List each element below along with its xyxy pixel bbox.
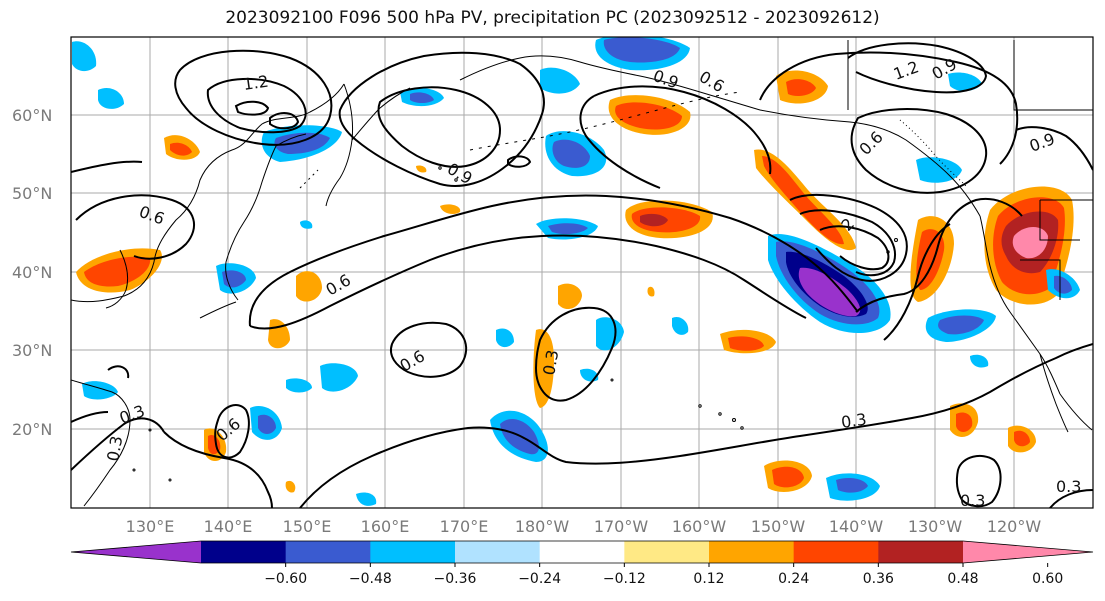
lon-label: 160°W bbox=[672, 517, 727, 536]
colorbar-label: −0.60 bbox=[264, 571, 307, 587]
colorbar-segment bbox=[285, 541, 371, 563]
plot-frame bbox=[70, 36, 1094, 509]
precip-positive-shading bbox=[76, 70, 1074, 493]
longitude-labels: 130°E 140°E 150°E 160°E 170°E 180°W 170°… bbox=[126, 517, 1042, 536]
contour-label: 0.3 bbox=[539, 348, 562, 376]
colorbar-label: 0.48 bbox=[947, 571, 978, 587]
colorbar-labels: −0.60 −0.48 −0.36 −0.24 −0.12 0.12 0.24 0.36 0.4… bbox=[264, 563, 1063, 587]
colorbar-segment bbox=[793, 541, 879, 563]
colorbar-extend-min bbox=[71, 541, 201, 563]
colorbar-label: 0.12 bbox=[693, 571, 724, 587]
pv-contours bbox=[71, 42, 1093, 508]
contour-label: 0.3 bbox=[840, 410, 868, 432]
colorbar-label: −0.12 bbox=[603, 571, 646, 587]
colorbar-segment bbox=[878, 541, 964, 563]
lon-label: 180°W bbox=[515, 517, 570, 536]
lat-label: 60°N bbox=[12, 106, 52, 125]
lon-label: 160°E bbox=[361, 517, 410, 536]
colorbar-outline bbox=[70, 540, 1094, 564]
colorbar-segment bbox=[539, 541, 625, 563]
colorbar-segment bbox=[624, 541, 710, 563]
contour-label: 1.2 bbox=[242, 72, 270, 94]
contour-label: 0.3 bbox=[960, 491, 985, 510]
lon-label: 140°E bbox=[204, 517, 253, 536]
lat-label: 50°N bbox=[12, 184, 52, 203]
lon-label: 130°E bbox=[126, 517, 175, 536]
contour-label: 0.3 bbox=[103, 434, 126, 462]
colorbar-label: −0.24 bbox=[518, 571, 561, 587]
colorbar-extend-max bbox=[963, 541, 1093, 563]
lon-label: 170°W bbox=[594, 517, 649, 536]
lat-label: 30°N bbox=[12, 341, 52, 360]
colorbar bbox=[70, 540, 1094, 564]
colorbar-segment bbox=[455, 541, 541, 563]
lon-label: 170°E bbox=[440, 517, 489, 536]
lon-label: 130°W bbox=[908, 517, 963, 536]
lon-label: 140°W bbox=[829, 517, 884, 536]
latitude-labels: 60°N 50°N 40°N 30°N 20°N bbox=[12, 106, 52, 439]
contour-label: 0.3 bbox=[1056, 477, 1081, 496]
lat-label: 20°N bbox=[12, 420, 52, 439]
colorbar-label: 0.60 bbox=[1032, 571, 1063, 587]
map-title: 2023092100 F096 500 hPa PV, precipitatio… bbox=[225, 8, 880, 28]
lon-label: 150°E bbox=[283, 517, 332, 536]
colorbar-label: 0.24 bbox=[778, 571, 809, 587]
colorbar-label: −0.36 bbox=[434, 571, 477, 587]
colorbar-segment bbox=[370, 541, 456, 563]
colorbar-label: 0.36 bbox=[863, 571, 894, 587]
lon-label: 120°W bbox=[987, 517, 1042, 536]
colorbar-label: −0.48 bbox=[349, 571, 392, 587]
lat-label: 40°N bbox=[12, 263, 52, 282]
colorbar-segment bbox=[201, 541, 287, 563]
colorbar-segment bbox=[709, 541, 795, 563]
lon-label: 150°W bbox=[751, 517, 806, 536]
